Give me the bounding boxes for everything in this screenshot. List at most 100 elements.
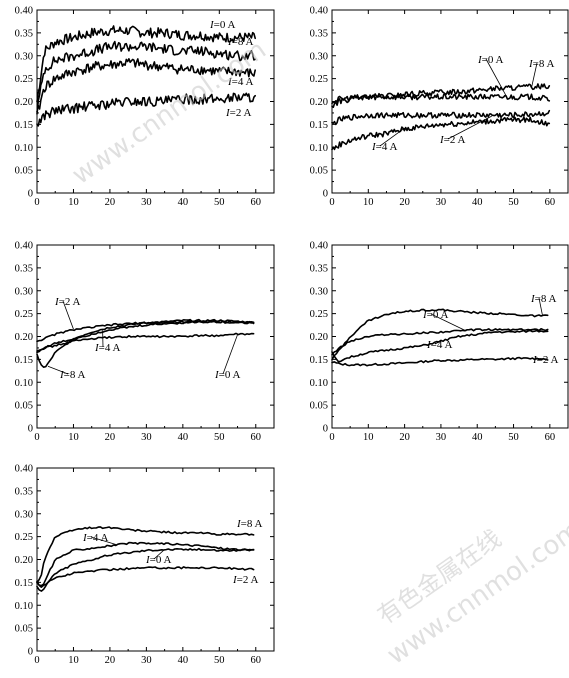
series-line xyxy=(331,329,549,363)
x-tick-label: 50 xyxy=(214,432,225,443)
y-tick-label: 0.05 xyxy=(310,166,328,177)
y-tick-label: 0.10 xyxy=(310,378,328,389)
x-tick-label: 60 xyxy=(251,197,262,208)
series-leader xyxy=(47,365,69,375)
y-tick-label: 0.30 xyxy=(310,51,328,62)
y-tick-label: 0.20 xyxy=(15,97,33,108)
chart-panel-a: 0 0.05 0.10 0.15 0.20 0.25 0.30 0.35 0.40 0 10 20 30… xyxy=(15,6,275,208)
series-label: I=0 A xyxy=(214,369,241,381)
x-tick-label: 10 xyxy=(68,655,79,666)
x-tick-label: 20 xyxy=(105,655,116,666)
x-tick-label: 0 xyxy=(34,197,39,208)
series-label: I=8 A xyxy=(227,36,254,48)
series-line xyxy=(36,541,255,587)
x-tick-label: 60 xyxy=(545,432,556,443)
x-tick-label: 20 xyxy=(399,432,410,443)
x-tick-label: 0 xyxy=(34,432,39,443)
y-tick-label: 0.25 xyxy=(15,532,33,543)
y-tick-label: 0.40 xyxy=(15,241,33,252)
x-tick-label: 40 xyxy=(178,197,189,208)
series-line xyxy=(36,320,255,343)
series-label: I=4 A xyxy=(94,342,121,354)
series-line xyxy=(36,57,256,113)
series-label: I=2 A xyxy=(532,354,559,366)
x-tick-label: 20 xyxy=(105,197,116,208)
y-tick-label: 0.20 xyxy=(15,332,33,343)
series-label: I=0 A xyxy=(422,309,449,321)
series-label: I=0 A xyxy=(145,554,172,566)
series-leader xyxy=(485,58,507,97)
x-tick-label: 10 xyxy=(363,197,374,208)
plot-frame xyxy=(331,9,569,194)
chart-panel-e: 0 0.05 0.10 0.15 0.20 0.25 0.30 0.35 0.40 0 10 20 30… xyxy=(15,464,275,666)
series-leader xyxy=(447,115,492,140)
series-label: I=4 A xyxy=(371,141,398,153)
series-line xyxy=(331,327,549,356)
y-tick-label: 0.25 xyxy=(310,74,328,85)
series-leader xyxy=(434,340,442,345)
series-label: I=4 A xyxy=(426,339,453,351)
series-label: I=8 A xyxy=(530,293,557,305)
x-tick-label: 0 xyxy=(329,197,334,208)
x-tick-label: 10 xyxy=(363,432,374,443)
x-tick-label: 50 xyxy=(214,197,225,208)
series-label: I=2 A xyxy=(232,574,259,586)
y-tick-label: 0.35 xyxy=(310,28,328,39)
series-label: I=8 A xyxy=(236,518,263,530)
y-tick-label: 0 xyxy=(28,189,33,200)
series-label: I=2 A xyxy=(225,107,252,119)
y-tick-label: 0.05 xyxy=(15,401,33,412)
series-line xyxy=(331,308,549,361)
x-tick-label: 20 xyxy=(105,432,116,443)
x-tick-label: 50 xyxy=(508,432,519,443)
y-tick-label: 0 xyxy=(323,189,328,200)
series-label: I=2 A xyxy=(54,296,81,308)
x-tick-label: 10 xyxy=(68,197,79,208)
y-tick-label: 0.20 xyxy=(310,97,328,108)
series-leader xyxy=(538,297,543,316)
y-tick-label: 0 xyxy=(28,647,33,658)
chart-panel-c: 0 0.05 0.10 0.15 0.20 0.25 0.30 0.35 0.40 0 10 20 30… xyxy=(15,241,275,443)
series-line xyxy=(36,526,255,584)
series-leader xyxy=(222,334,238,375)
y-tick-label: 0.10 xyxy=(15,601,33,612)
x-tick-label: 0 xyxy=(34,655,39,666)
series-leader xyxy=(153,549,165,560)
x-tick-label: 50 xyxy=(214,655,225,666)
series-label: I=8 A xyxy=(528,58,555,70)
y-tick-label: 0.15 xyxy=(310,355,328,366)
y-tick-label: 0.35 xyxy=(310,263,328,274)
x-tick-label: 40 xyxy=(472,432,483,443)
x-tick-label: 30 xyxy=(141,197,152,208)
y-tick-label: 0.25 xyxy=(15,309,33,320)
series-leader xyxy=(90,536,118,546)
y-tick-label: 0.10 xyxy=(15,143,33,154)
x-tick-label: 60 xyxy=(251,432,262,443)
x-tick-label: 0 xyxy=(329,432,334,443)
series-line xyxy=(36,25,256,103)
x-tick-label: 30 xyxy=(141,432,152,443)
y-tick-label: 0.15 xyxy=(310,120,328,131)
y-tick-label: 0.15 xyxy=(15,578,33,589)
y-tick-label: 0.05 xyxy=(15,624,33,635)
series-line xyxy=(331,109,551,126)
series-leader xyxy=(379,127,405,147)
series-line xyxy=(36,332,255,352)
series-line xyxy=(36,566,255,589)
y-tick-label: 0.40 xyxy=(15,464,33,475)
series-leader xyxy=(430,313,467,332)
series-label: I=4 A xyxy=(227,76,254,88)
series-line xyxy=(36,40,256,115)
y-tick-label: 0.30 xyxy=(15,509,33,520)
series-line xyxy=(331,93,551,105)
series-line xyxy=(36,318,255,369)
x-tick-label: 60 xyxy=(545,197,556,208)
series-label: I=0 A xyxy=(209,19,236,31)
y-tick-label: 0.15 xyxy=(15,355,33,366)
series-leader xyxy=(531,62,538,87)
series-line xyxy=(331,83,551,108)
y-tick-label: 0.05 xyxy=(15,166,33,177)
series-label: I=2 A xyxy=(439,134,466,146)
x-tick-label: 30 xyxy=(436,197,447,208)
